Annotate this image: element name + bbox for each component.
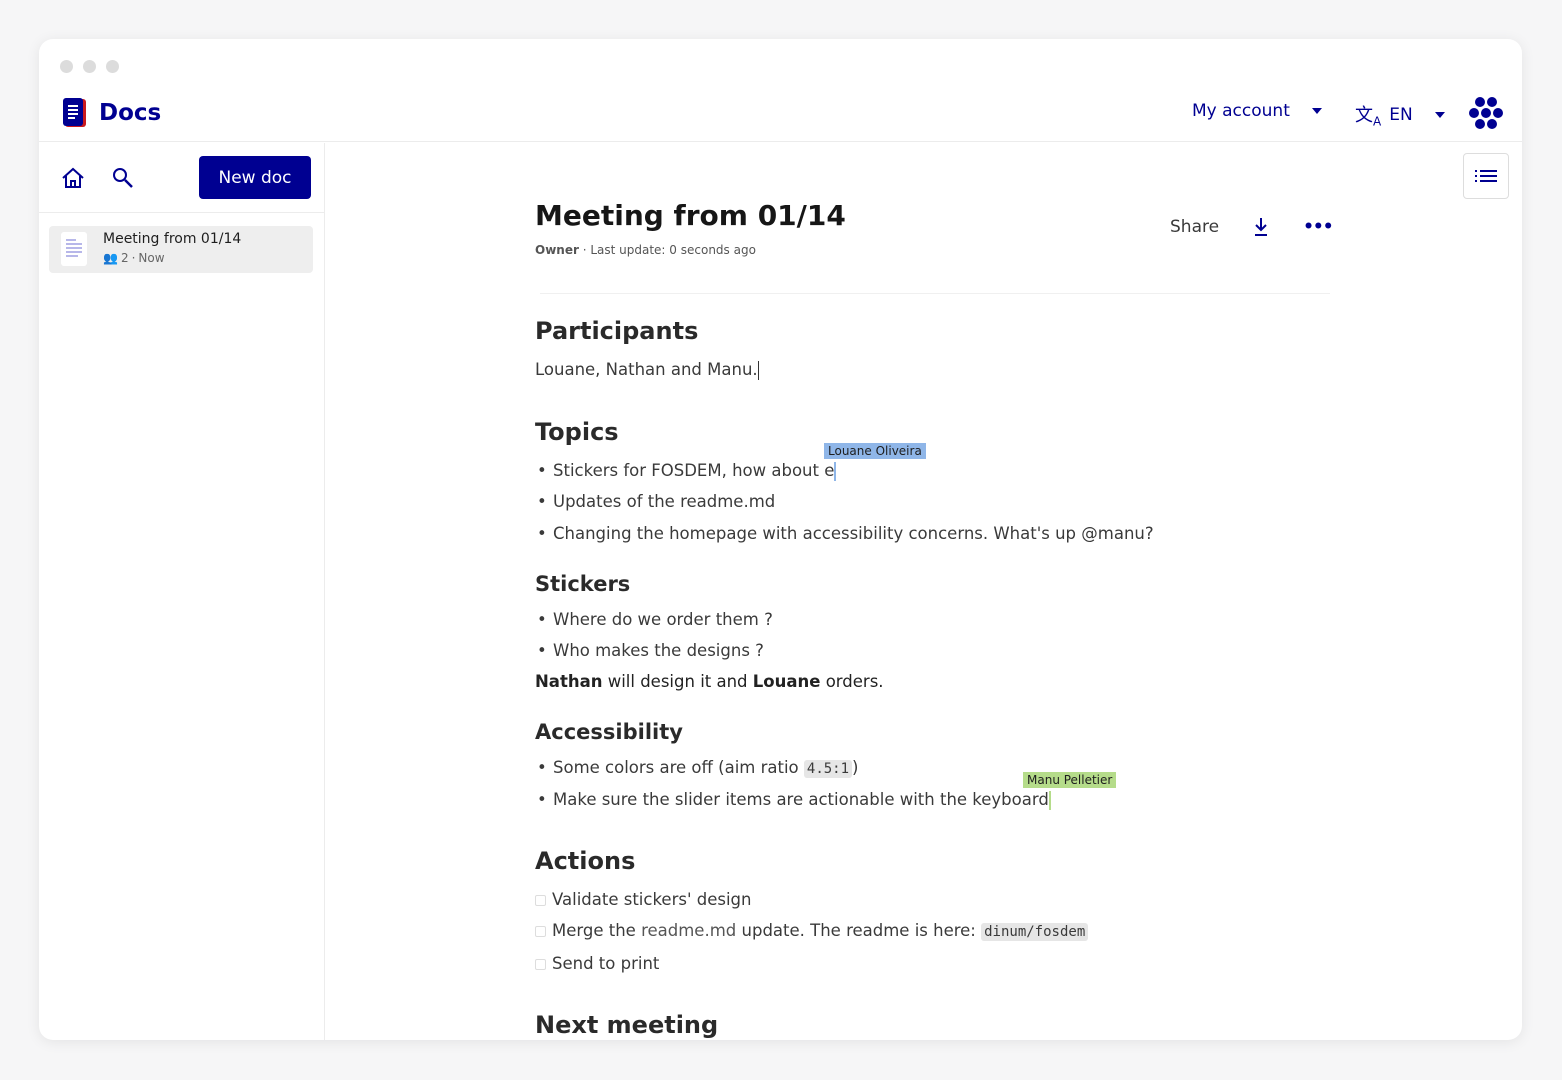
list-item: Changing the homepage with accessibility… bbox=[535, 524, 1154, 543]
checklist-item: Send to print bbox=[535, 954, 659, 973]
new-doc-button[interactable]: New doc bbox=[199, 156, 311, 199]
account-label: My account bbox=[1192, 101, 1290, 121]
doc-time: Now bbox=[138, 251, 165, 265]
last-update: Last update: 0 seconds ago bbox=[590, 243, 756, 257]
checkbox[interactable] bbox=[535, 895, 546, 906]
collaborator-cursor-label: Manu Pelletier bbox=[1023, 772, 1117, 788]
apps-grid-icon[interactable] bbox=[1469, 97, 1503, 129]
caret-down-icon bbox=[1434, 111, 1445, 118]
users-icon: 👥 bbox=[103, 251, 118, 265]
header: Docs My account 文A EN bbox=[39, 39, 1522, 142]
heading-accessibility: Accessibility bbox=[535, 720, 683, 744]
maximize-dot[interactable] bbox=[106, 60, 119, 73]
heading-actions: Actions bbox=[535, 847, 636, 875]
language-label: EN bbox=[1389, 104, 1413, 125]
app-window: Docs My account 文A EN New doc Meeting fro… bbox=[39, 39, 1522, 1040]
role: Owner bbox=[535, 243, 579, 257]
list-item: Updates of the readme.md bbox=[535, 492, 775, 511]
checkbox[interactable] bbox=[535, 926, 546, 937]
readme-link[interactable]: readme.md bbox=[641, 921, 737, 940]
caret-down-icon bbox=[1311, 108, 1322, 114]
divider bbox=[540, 293, 1330, 294]
doc-list-item[interactable]: Meeting from 01/14 👥 2 · Now bbox=[49, 226, 313, 273]
download-icon[interactable] bbox=[1253, 217, 1269, 237]
logo[interactable]: Docs bbox=[62, 97, 161, 129]
window-controls bbox=[60, 60, 119, 73]
minimize-dot[interactable] bbox=[83, 60, 96, 73]
language-dropdown[interactable]: 文A EN bbox=[1355, 101, 1445, 129]
translate-icon: 文A bbox=[1355, 105, 1382, 129]
table-of-contents-button[interactable] bbox=[1463, 153, 1509, 199]
list-item: Make sure the slider items are actionabl… bbox=[535, 790, 1051, 810]
heading-stickers: Stickers bbox=[535, 572, 631, 596]
checklist-item: Validate stickers' design bbox=[535, 890, 751, 909]
list-item: Where do we order them ? bbox=[535, 610, 773, 629]
heading-next-meeting: Next meeting bbox=[535, 1011, 719, 1039]
more-options-icon[interactable]: ••• bbox=[1303, 217, 1334, 237]
share-button[interactable]: Share bbox=[1170, 217, 1220, 237]
home-icon[interactable] bbox=[61, 167, 85, 189]
checkbox[interactable] bbox=[535, 959, 546, 970]
docs-logo-icon bbox=[63, 98, 86, 127]
close-dot[interactable] bbox=[60, 60, 73, 73]
list-item: Stickers for FOSDEM, how about e bbox=[535, 461, 837, 481]
list-item: Who makes the designs ? bbox=[535, 641, 764, 660]
participants-text: Louane, Nathan and Manu. bbox=[535, 360, 759, 380]
my-account-dropdown[interactable]: My account bbox=[1192, 101, 1322, 121]
list-item: Some colors are off (aim ratio 4.5:1) bbox=[535, 758, 858, 778]
checklist-item: Merge the readme.md update. The readme i… bbox=[535, 921, 1089, 941]
collaborator-cursor-label: Louane Oliveira bbox=[824, 443, 926, 459]
doc-title: Meeting from 01/14 bbox=[103, 231, 242, 247]
list-icon bbox=[1475, 170, 1497, 182]
heading-topics: Topics bbox=[535, 418, 619, 446]
app-name: Docs bbox=[99, 100, 162, 126]
search-icon[interactable] bbox=[112, 167, 134, 189]
participant-count: 2 bbox=[120, 251, 129, 265]
heading-participants: Participants bbox=[535, 317, 699, 345]
doc-title[interactable]: Meeting from 01/14 bbox=[535, 199, 846, 232]
document-icon bbox=[61, 232, 87, 266]
sidebar: New doc Meeting from 01/14 👥 2 · Now bbox=[39, 143, 325, 1040]
stickers-note: Nathan will design it and Louane orders. bbox=[535, 672, 884, 691]
